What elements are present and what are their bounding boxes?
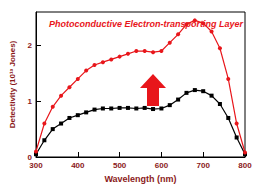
svg-text:300: 300 [29,161,43,170]
svg-text:400: 400 [71,161,85,170]
svg-text:800: 800 [238,161,252,170]
svg-text:0: 0 [27,152,32,162]
svg-text:1: 1 [28,97,33,106]
svg-text:500: 500 [113,161,127,170]
svg-text:Wavelength (nm): Wavelength (nm) [104,174,176,184]
svg-text:Photoconductive Electron-trans: Photoconductive Electron-transporting La… [49,19,244,29]
svg-text:2: 2 [28,41,33,50]
svg-text:700: 700 [197,161,211,170]
svg-text:Detectivity (10¹³ Jones): Detectivity (10¹³ Jones) [8,40,17,128]
svg-text:600: 600 [155,161,169,170]
